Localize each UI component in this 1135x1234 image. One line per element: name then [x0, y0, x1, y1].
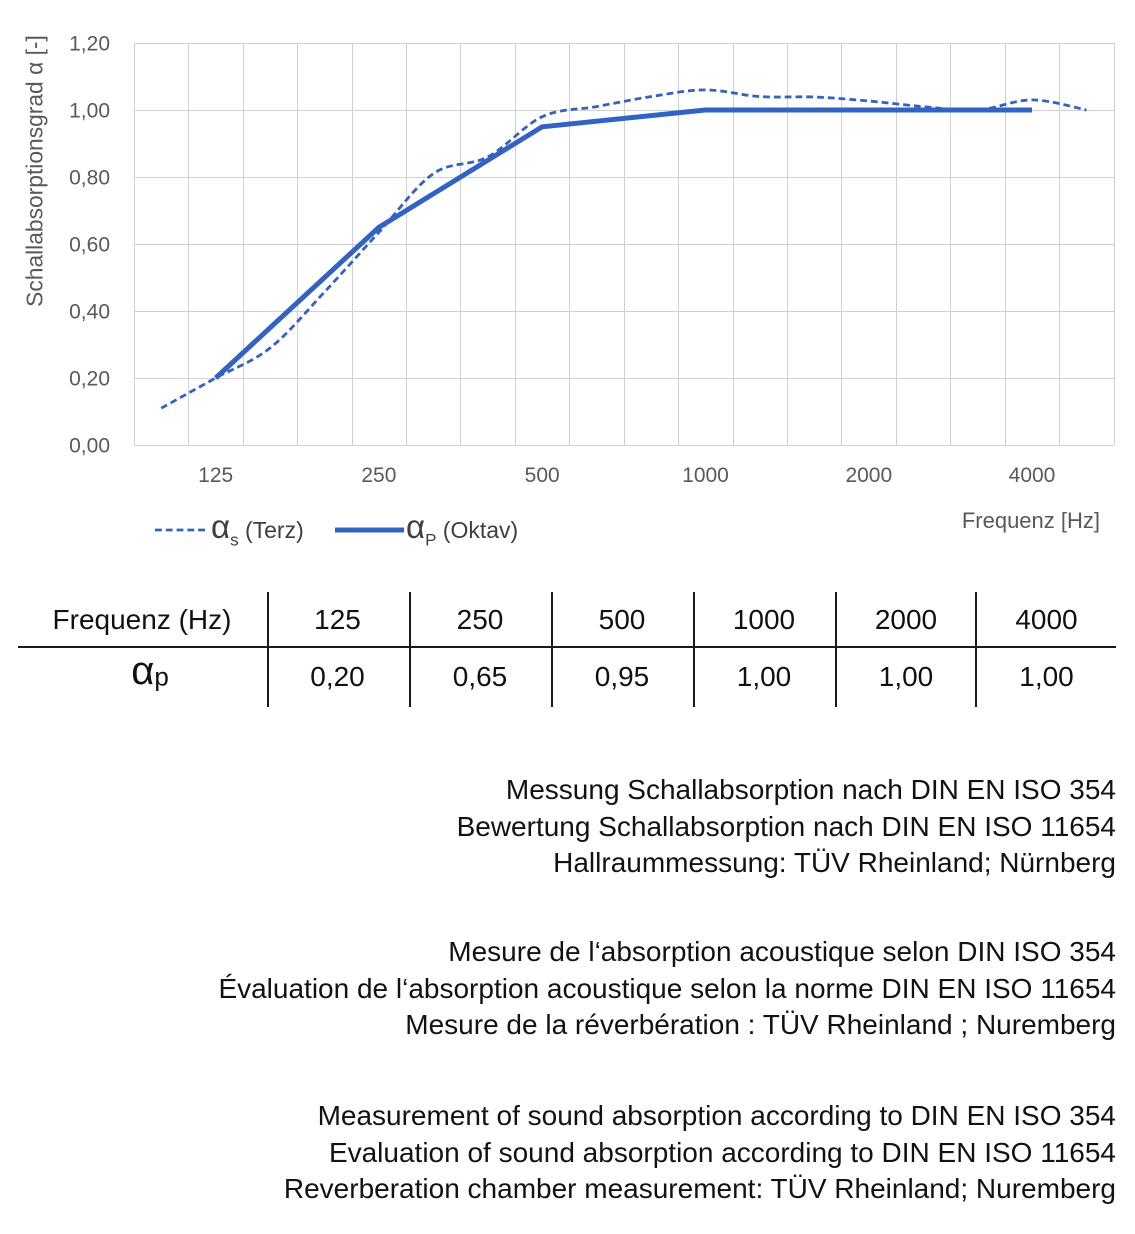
svg-text:αs (Terz): αs (Terz) — [211, 508, 304, 550]
svg-text:αP (Oktav): αP (Oktav) — [406, 508, 518, 550]
svg-text:1000: 1000 — [682, 464, 729, 487]
svg-text:250: 250 — [361, 464, 396, 487]
svg-text:1,00: 1,00 — [69, 100, 110, 123]
svg-text:0,80: 0,80 — [69, 167, 110, 190]
svg-text:4000: 4000 — [1009, 464, 1056, 487]
svg-text:Frequenz [Hz]: Frequenz [Hz] — [962, 508, 1100, 533]
svg-text:500: 500 — [525, 464, 560, 487]
svg-text:1,20: 1,20 — [69, 33, 110, 56]
svg-text:0,40: 0,40 — [69, 301, 110, 324]
svg-text:2000: 2000 — [845, 464, 892, 487]
svg-text:125: 125 — [198, 464, 233, 487]
svg-text:0,20: 0,20 — [69, 368, 110, 391]
svg-text:0,60: 0,60 — [69, 234, 110, 257]
svg-text:0,00: 0,00 — [69, 435, 110, 458]
svg-text:Schallabsorptionsgrad α [-]: Schallabsorptionsgrad α [-] — [22, 35, 48, 307]
